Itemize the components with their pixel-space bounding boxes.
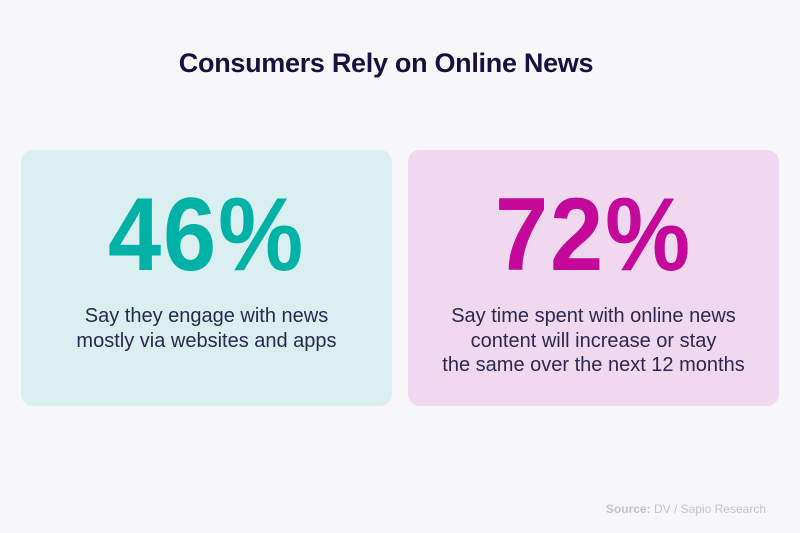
- stat-value: 72%: [494, 177, 693, 293]
- stat-value: 46%: [107, 177, 306, 293]
- description-line: content will increase or stay: [470, 329, 717, 352]
- description-line: the same over the next 12 months: [442, 354, 745, 376]
- description-line: mostly via websites and apps: [76, 329, 337, 352]
- page-title: Consumers Rely on Online News: [178, 48, 594, 78]
- stat-description: Say they engage with news mostly via web…: [21, 304, 392, 353]
- stat-card-time-spent: 72% Say time spent with online news cont…: [408, 150, 779, 406]
- stat-card-websites-apps: 46% Say they engage with news mostly via…: [21, 150, 392, 406]
- description-line: Say time spent with online news: [451, 305, 736, 327]
- source-label: Source:: [605, 502, 651, 516]
- stat-description: Say time spent with online news content …: [408, 304, 779, 378]
- source-text: DV / Sapio Research: [650, 502, 766, 516]
- description-line: Say they engage with news: [84, 305, 329, 327]
- source-attribution: Source: DV / Sapio Research: [606, 502, 766, 516]
